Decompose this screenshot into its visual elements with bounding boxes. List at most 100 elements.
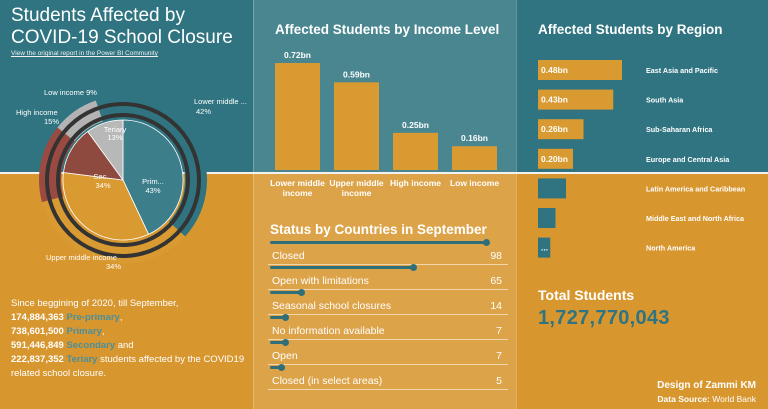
status-bar <box>270 266 414 269</box>
status-bar-knob <box>282 314 290 321</box>
income-bar <box>452 146 497 170</box>
region-bar <box>538 148 573 169</box>
status-row: Closed 98 <box>270 239 506 265</box>
donut-inner-label: 43% <box>145 186 160 195</box>
divider-left <box>253 0 254 409</box>
summary-line: 174,884,363 Pre-primary, <box>11 312 123 323</box>
design-credit: Design of Zammi KM <box>657 380 756 391</box>
status-label: Seasonal school closures <box>272 300 392 312</box>
region-bar <box>538 89 614 110</box>
status-bar-knob <box>282 339 290 346</box>
donut-outer-label: Low income 9% <box>44 88 97 97</box>
status-value: 7 <box>496 350 502 362</box>
divider-right <box>516 0 517 409</box>
status-row: Closed (in select areas) 5 <box>270 364 506 390</box>
status-separator <box>268 314 508 315</box>
status-label: Open <box>272 350 298 362</box>
income-category-label: Upper middle <box>329 178 384 188</box>
status-value: 7 <box>496 325 502 337</box>
income-category-label: income <box>283 188 313 198</box>
status-label: Closed <box>272 250 305 262</box>
status-label: No information available <box>272 325 385 337</box>
status-bar <box>270 366 282 369</box>
donut-inner-segment <box>87 119 124 182</box>
status-row: Open with limitations 65 <box>270 264 506 290</box>
income-value-label: 0.72bn <box>284 50 311 60</box>
region-bar <box>538 60 622 80</box>
report-link[interactable]: View the original report in the Power BI… <box>11 50 158 57</box>
region-bar <box>538 178 566 199</box>
horizontal-divider <box>0 172 768 174</box>
income-value-label: 0.16bn <box>461 133 488 143</box>
donut-inner-ring-line <box>56 113 190 247</box>
status-value: 98 <box>490 250 502 262</box>
donut-inner-label: Prim... <box>142 177 164 186</box>
status-chart-title: Status by Countries in September <box>270 222 487 237</box>
status-row: Open 7 <box>270 339 506 365</box>
data-source: Data Source: World Bank <box>657 394 756 404</box>
donut-inner-label: Sec... <box>93 172 112 181</box>
status-separator <box>268 389 508 390</box>
status-label: Open with limitations <box>272 275 369 287</box>
summary-outro: related school closure. <box>11 368 107 379</box>
status-separator <box>268 289 508 290</box>
summary-line: 222,837,352 Teriary students affected by… <box>11 354 245 365</box>
total-students-value: 1,727,770,043 <box>538 307 670 329</box>
donut-outer-label: 15% <box>44 117 59 126</box>
region-value-label: 0.43bn <box>541 95 568 105</box>
region-bar <box>538 208 556 228</box>
region-category-label: Middle East and North Africa <box>646 214 745 223</box>
region-value-label: 0.26bn <box>541 124 568 134</box>
region-chart-title: Affected Students by Region <box>538 22 723 37</box>
region-value-label: 0.48bn <box>541 65 568 75</box>
region-bar <box>538 119 584 140</box>
summary-line: 591,446,849 Secondary and <box>11 340 134 351</box>
donut-outer-ring-line <box>45 102 201 258</box>
income-category-label: High income <box>390 178 441 188</box>
income-value-label: 0.25bn <box>402 120 429 130</box>
donut-inner-label: 13% <box>107 133 122 142</box>
summary-text: Since beggining of 2020, till September,… <box>11 297 251 381</box>
status-bar-knob <box>483 239 490 246</box>
donut-outer-label: 42% <box>196 107 211 116</box>
donut-inner-label: 34% <box>95 181 110 190</box>
status-bar-knob <box>278 364 286 371</box>
income-category-label: income <box>342 188 372 198</box>
donut-inner-segment <box>62 172 150 241</box>
income-category-label: Lower middle <box>270 178 325 188</box>
income-value-label: 0.59bn <box>343 69 370 79</box>
status-bar <box>270 341 286 344</box>
status-bar-knob <box>410 264 418 271</box>
status-bar-knob <box>297 289 305 296</box>
region-bar <box>538 237 551 258</box>
donut-outer-label: Upper middle income <box>46 253 117 262</box>
status-row: No information available 7 <box>270 314 506 340</box>
income-bar <box>275 63 320 170</box>
status-separator <box>268 339 508 340</box>
status-label: Closed (in select areas) <box>272 375 383 387</box>
income-bar <box>393 132 438 170</box>
region-value-label: 0.20bn <box>541 154 568 164</box>
region-category-label: North America <box>646 244 696 253</box>
total-students-label: Total Students <box>538 287 635 303</box>
income-chart-title: Affected Students by Income Level <box>275 22 500 37</box>
status-value: 65 <box>490 275 502 287</box>
status-value: 14 <box>490 300 502 312</box>
donut-outer-segment <box>41 196 186 264</box>
region-value-label: ... <box>541 243 548 253</box>
income-bar <box>334 82 379 170</box>
page-title: Students Affected by COVID-19 School Clo… <box>11 5 233 48</box>
region-category-label: Latin America and Caribbean <box>646 184 745 193</box>
donut-outer-label: 34% <box>106 262 121 271</box>
region-category-label: South Asia <box>646 96 684 105</box>
region-category-label: Sub-Saharan Africa <box>646 125 713 134</box>
status-bar <box>270 241 486 244</box>
region-category-label: Europe and Central Asia <box>646 155 730 164</box>
region-category-label: East Asia and Pacific <box>646 66 718 75</box>
status-bar <box>270 316 286 319</box>
income-category-label: Low income <box>450 178 499 188</box>
status-value: 5 <box>496 375 502 387</box>
status-separator <box>268 264 508 265</box>
